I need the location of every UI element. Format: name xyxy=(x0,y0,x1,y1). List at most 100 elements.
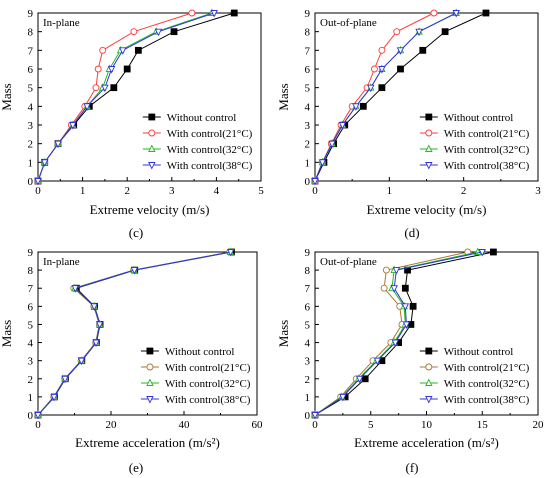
y-axis-label: Mass xyxy=(276,320,291,347)
data-point xyxy=(92,84,100,92)
y-tick-label: 2 xyxy=(305,139,311,151)
data-point xyxy=(318,159,327,167)
data-point xyxy=(90,303,98,311)
data-point xyxy=(123,65,131,73)
data-point xyxy=(134,46,142,54)
data-point xyxy=(391,339,400,348)
data-point xyxy=(101,84,109,93)
x-axis-label: Extreme acceleration (m/s²) xyxy=(354,435,499,450)
data-point xyxy=(352,103,360,111)
data-point xyxy=(146,378,154,386)
legend-label: With control(32°C) xyxy=(444,378,530,390)
data-point xyxy=(54,140,62,149)
data-point xyxy=(425,129,433,137)
y-tick-label: 5 xyxy=(305,319,311,331)
legend-label: Without control xyxy=(444,112,514,124)
chart-panel-3: 0 20 40 60 0 1 2 3 4 5 6 7 8 9 Extreme acceleration (m… xyxy=(0,247,263,475)
data-point xyxy=(401,303,410,311)
y-tick-label: 0 xyxy=(305,176,311,188)
data-point xyxy=(311,412,319,420)
x-tick-label: 20 xyxy=(106,419,118,431)
y-tick-label: 2 xyxy=(305,374,311,386)
data-point xyxy=(34,178,42,186)
legend-label: With control(32°C) xyxy=(167,144,253,156)
data-point xyxy=(77,357,86,366)
x-axis-label: Extreme acceleration (m/s²) xyxy=(75,435,220,450)
data-point xyxy=(355,375,364,384)
panel-label: (f) xyxy=(406,460,419,475)
data-point xyxy=(359,102,367,110)
data-point xyxy=(130,267,139,275)
y-tick-label: 4 xyxy=(28,101,34,113)
data-point xyxy=(425,378,433,386)
y-tick-label: 5 xyxy=(28,319,34,331)
y-tick-label: 9 xyxy=(28,8,34,20)
series-line xyxy=(314,12,435,182)
y-tick-label: 5 xyxy=(28,83,34,95)
plot-title: In-plane xyxy=(43,17,80,29)
data-point xyxy=(148,144,156,152)
x-tick-label: 0 xyxy=(312,185,318,197)
data-point xyxy=(148,162,156,170)
panel-label: (d) xyxy=(404,225,419,240)
y-tick-label: 1 xyxy=(305,157,311,169)
data-point xyxy=(425,144,433,152)
plot-title: Out-of-plane xyxy=(320,256,377,268)
plot-frame xyxy=(37,251,258,416)
legend-label: With control(21°C) xyxy=(444,362,530,374)
x-tick-label: 10 xyxy=(421,419,433,431)
y-tick-label: 7 xyxy=(305,45,311,57)
data-point xyxy=(146,347,154,355)
y-tick-label: 1 xyxy=(28,157,34,169)
data-point xyxy=(390,285,398,293)
y-tick-label: 4 xyxy=(305,338,311,350)
chart-panel-4: 0 5 10 15 20 0 1 2 3 4 5 6 7 8 9 Extreme acceleration (… xyxy=(276,247,544,475)
y-tick-label: 2 xyxy=(28,139,34,151)
chart-panel-2: 0 1 2 3 0 1 2 3 4 5 6 7 8 9 Extreme velocity (m/s) Mass… xyxy=(276,8,541,240)
data-point xyxy=(478,249,486,257)
y-tick-label: 4 xyxy=(28,338,34,350)
data-point xyxy=(50,393,58,402)
legend-label: With control(38°C) xyxy=(444,394,530,406)
y-tick-label: 7 xyxy=(305,283,311,295)
y-tick-label: 6 xyxy=(305,301,311,313)
data-point xyxy=(409,302,417,310)
legend-label: With control(38°C) xyxy=(167,160,253,172)
legend-label: Without control xyxy=(167,112,237,124)
data-point xyxy=(311,178,319,186)
data-point xyxy=(61,375,69,384)
y-tick-label: 6 xyxy=(28,301,34,313)
data-point xyxy=(188,9,196,17)
y-tick-label: 1 xyxy=(305,392,311,404)
data-point xyxy=(378,46,386,54)
y-tick-label: 7 xyxy=(28,283,34,295)
data-point xyxy=(361,375,369,383)
data-point xyxy=(110,84,118,92)
data-point xyxy=(83,103,91,111)
data-point xyxy=(373,357,382,366)
series-line xyxy=(314,251,483,416)
data-point xyxy=(380,284,388,292)
y-tick-label: 3 xyxy=(305,356,311,368)
legend-label: With control(38°C) xyxy=(444,160,530,172)
x-tick-label: 4 xyxy=(214,185,220,197)
series-line xyxy=(314,251,468,416)
x-tick-label: 60 xyxy=(252,419,264,431)
y-tick-label: 9 xyxy=(305,8,311,20)
y-tick-label: 0 xyxy=(28,176,34,188)
data-point xyxy=(441,28,449,36)
y-tick-label: 8 xyxy=(28,265,34,277)
y-tick-label: 7 xyxy=(28,45,34,57)
y-axis-label: Mass xyxy=(276,83,291,110)
data-point xyxy=(148,113,156,121)
series-line xyxy=(314,251,478,416)
data-point xyxy=(69,122,77,130)
x-axis-label: Extreme velocity (m/s) xyxy=(90,202,210,217)
data-point xyxy=(146,363,154,371)
data-point xyxy=(396,47,405,55)
data-point xyxy=(154,28,163,37)
x-tick-label: 3 xyxy=(169,185,175,197)
y-tick-label: 6 xyxy=(28,64,34,76)
legend-label: With control(32°C) xyxy=(444,144,530,156)
y-tick-label: 3 xyxy=(28,356,34,368)
